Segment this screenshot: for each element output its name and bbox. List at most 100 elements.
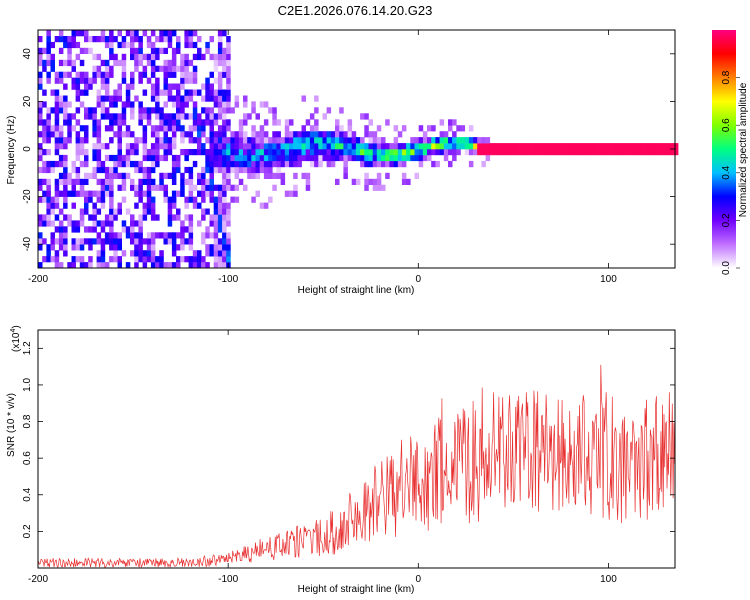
spectrogram-cell (230, 160, 235, 168)
spectrogram-cell (314, 143, 319, 150)
spectrogram-cell (113, 208, 118, 215)
colorbar-tick-label: 0.2 (721, 213, 732, 227)
spectrogram-cell (46, 190, 51, 197)
spectrogram-cell (117, 30, 122, 37)
spectrogram-cell (134, 250, 139, 257)
spectrogram-cell (71, 238, 76, 245)
spectrogram-cell (130, 131, 135, 138)
spectrogram-cell (63, 154, 68, 162)
spectrogram-cell (67, 119, 72, 126)
spectrogram-cell (205, 178, 210, 185)
spectrogram-cell (506, 149, 511, 156)
spectrogram-cell (276, 166, 281, 174)
spectrogram-cell (502, 143, 507, 150)
spectrogram-cell (255, 190, 260, 197)
spectrogram-cell (263, 160, 269, 168)
spectrogram-cell (372, 154, 378, 162)
spectrogram-cell (38, 154, 43, 162)
spectrogram-cell (272, 149, 277, 156)
spectrogram-cell (247, 137, 252, 144)
spectrogram-cell (130, 107, 135, 114)
spectrogram-cell (46, 220, 51, 227)
spectrogram-cell (305, 143, 311, 150)
spectrogram-cell (188, 232, 194, 239)
spectrogram-cell (109, 101, 114, 108)
spectrogram-cell (188, 36, 194, 43)
spectrogram-cell (448, 149, 453, 156)
spectrogram-cell (167, 30, 173, 37)
snr-chart: -200 -100 0 100 0.20.40.60.81.01.2 Height o… (6, 325, 676, 595)
spectrogram-cell (146, 238, 152, 245)
spectrogram-cell (46, 137, 51, 144)
spectrogram-cell (54, 149, 60, 156)
spectrogram-cell (88, 77, 93, 84)
spectrogram-cell (163, 83, 168, 90)
spectrogram-cell (50, 125, 55, 132)
spectrogram-cell (335, 149, 340, 156)
spectrogram-cell (669, 149, 675, 156)
spectrogram-cell (155, 256, 160, 263)
spectrogram-cell (213, 65, 219, 72)
spectrogram-cell (113, 232, 118, 239)
spectrogram-cell (226, 95, 231, 102)
snr-y-tick-label: 0.8 (22, 414, 33, 428)
spectrogram-cell (431, 160, 436, 168)
spectrogram-cell (201, 83, 206, 90)
spectrogram-cell (213, 262, 219, 269)
spectrogram-cell (251, 160, 256, 168)
spectrogram-cell (134, 53, 139, 61)
spectrogram-cell (42, 220, 47, 227)
spectrogram-cell (222, 214, 227, 221)
spectrogram-cell (46, 214, 51, 221)
spectrogram-cell (38, 184, 43, 191)
spectrogram-cell (54, 107, 60, 114)
spectrogram-cell (113, 131, 118, 138)
spectrogram-cell (138, 184, 143, 191)
spectrogram-cell (138, 53, 143, 61)
spectrogram-cell (138, 256, 143, 263)
spectrogram-cell (502, 149, 507, 156)
spectrogram-y-tick-label: 0 (22, 146, 33, 152)
spectrogram-cell (159, 125, 164, 132)
spectrogram-cell (598, 149, 604, 156)
spectrogram-cell (84, 196, 89, 203)
spectrogram-cell (163, 184, 168, 191)
spectrogram-cell (259, 101, 265, 108)
spectrogram-cell (180, 131, 185, 138)
spectrogram-cell (79, 59, 85, 67)
spectrogram-cell (326, 131, 332, 138)
spectrogram-cell (79, 125, 85, 132)
spectrogram-cell (632, 143, 637, 150)
spectrogram-cell (171, 262, 177, 269)
spectrogram-cell (410, 137, 415, 144)
spectrogram-cell (88, 107, 93, 114)
spectrogram-cell (167, 232, 173, 239)
spectrogram-cell (293, 184, 298, 191)
spectrogram-cell (540, 143, 545, 150)
spectrogram-cell (121, 71, 127, 78)
spectrogram-cell (222, 131, 227, 138)
spectrogram-cell (159, 172, 164, 179)
spectrogram-cell (188, 41, 194, 49)
spectrogram-cell (222, 160, 227, 168)
spectrogram-cell (79, 208, 85, 215)
spectrogram-cell (117, 149, 122, 156)
spectrogram-cell (167, 113, 173, 120)
spectrogram-cell (519, 143, 524, 150)
spectrogram-cell (213, 238, 219, 245)
spectrogram-cell (150, 238, 156, 245)
spectrogram-cell (364, 125, 369, 132)
spectrogram-cell (180, 125, 185, 132)
spectrogram-cell (150, 53, 156, 61)
spectrogram-cell (71, 83, 76, 90)
spectrogram-cell (100, 36, 106, 43)
spectrogram-cell (163, 30, 168, 37)
spectrogram-cell (293, 137, 298, 144)
spectrogram-cell (456, 143, 461, 150)
spectrogram-cell (121, 107, 127, 114)
spectrogram-cell (355, 137, 361, 144)
spectrogram-cell (309, 143, 315, 150)
spectrogram-cell (100, 238, 106, 245)
spectrogram-cell (121, 113, 127, 120)
spectrogram-cell (259, 137, 265, 144)
